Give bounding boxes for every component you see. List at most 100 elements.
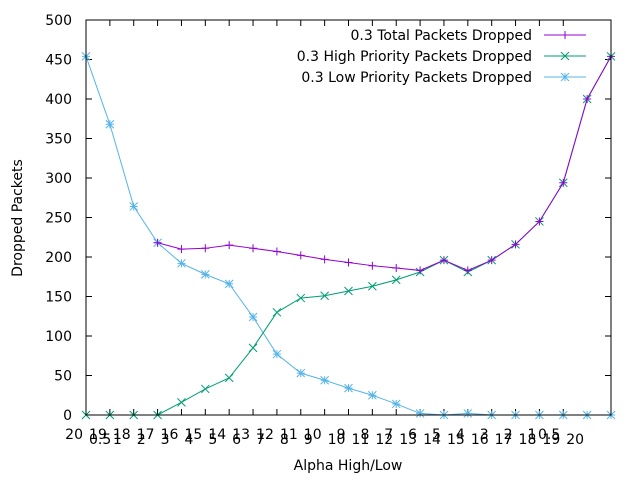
- x-tick-label: 5: [208, 432, 217, 448]
- series-line: [157, 56, 612, 271]
- y-tick-label: 300: [45, 171, 72, 187]
- legend-marker: [560, 72, 570, 82]
- data-point: [511, 240, 520, 249]
- data-point: [153, 238, 162, 247]
- data-point: [368, 390, 377, 400]
- x-tick-label: 9: [304, 432, 313, 448]
- series-1: [153, 52, 615, 275]
- x-tick-label: 2: [137, 432, 146, 448]
- data-point: [392, 264, 401, 273]
- legend-label: 0.3 Total Packets Dropped: [351, 28, 532, 44]
- legend: 0.3 Total Packets Dropped 0.3 High Priori…: [297, 28, 586, 86]
- x-tick-label: 12: [375, 432, 393, 448]
- x-tick-label: 3: [480, 427, 489, 443]
- series-3: [81, 51, 616, 420]
- data-point: [320, 291, 329, 301]
- x-tick-label: 4: [456, 427, 465, 443]
- data-point: [177, 398, 186, 407]
- data-point: [535, 217, 544, 226]
- data-point: [248, 343, 258, 353]
- data-point: [129, 202, 139, 211]
- x-tick-label: 10: [328, 432, 346, 448]
- y-axis-label: Dropped Packets: [10, 159, 26, 277]
- x-tick-label: 7: [256, 432, 265, 448]
- x-tick-label: 8: [280, 432, 289, 448]
- y-tick-label: 350: [45, 132, 72, 148]
- y-tick-label: 250: [45, 211, 72, 227]
- data-point: [105, 119, 115, 129]
- legend-marker: [561, 31, 569, 39]
- data-point: [391, 399, 401, 409]
- y-tick-labels: 0 50 100 150 200 250 300 350 400 450 500: [45, 13, 72, 424]
- data-point: [344, 383, 353, 393]
- data-point: [272, 307, 282, 317]
- x-tick-label: 18: [519, 432, 537, 448]
- data-point: [224, 373, 234, 383]
- data-point: [272, 247, 281, 256]
- x-tick-label: 14: [423, 432, 441, 448]
- data-point: [200, 384, 210, 394]
- data-point: [463, 409, 473, 418]
- data-point: [416, 266, 425, 275]
- data-point: [177, 258, 186, 268]
- y-tick-label: 0: [63, 408, 72, 424]
- x-tick-label: 0.5: [89, 432, 111, 448]
- series-2: [81, 51, 616, 420]
- x-axis-label: Alpha High/Low: [294, 458, 403, 474]
- x-tick-label: 6: [232, 432, 241, 448]
- data-point: [344, 258, 353, 267]
- data-point: [296, 251, 305, 260]
- legend-label: 0.3 Low Priority Packets Dropped: [301, 70, 532, 86]
- x-tick-label: 19: [542, 432, 560, 448]
- x-tick-label: 19: [89, 427, 107, 443]
- data-point: [583, 95, 592, 103]
- x-tick-label: 0.5: [538, 427, 560, 443]
- legend-marker: [560, 51, 570, 61]
- x-tick-label: 14: [208, 427, 226, 443]
- data-point: [344, 286, 353, 296]
- x-tick-label: 13: [232, 427, 250, 443]
- data-point: [487, 256, 496, 265]
- data-point: [200, 270, 210, 279]
- y-tick-label: 150: [45, 290, 72, 306]
- x-tick-label: 16: [471, 432, 489, 448]
- data-point: [320, 255, 329, 264]
- plot-frame: [85, 19, 612, 416]
- series-line: [86, 56, 612, 416]
- y-tick-label: 100: [45, 329, 72, 345]
- y-tick-label: 500: [45, 13, 72, 29]
- series-line: [85, 56, 611, 416]
- x-tick-label: 6: [408, 427, 417, 443]
- data-point: [320, 375, 329, 385]
- x-tick-labels: 20 0.519 118 217 316 415 514 613 712 811 910 109 118…: [65, 427, 584, 448]
- x-tick-label: 17: [495, 432, 513, 448]
- x-tick-label: 9: [337, 427, 346, 443]
- data-point: [296, 368, 306, 378]
- y-tick-label: 450: [45, 53, 72, 69]
- x-tick-label: 10: [304, 427, 322, 443]
- x-tick-label: 12: [256, 427, 274, 443]
- data-point: [391, 275, 401, 285]
- x-tick-label: 20: [566, 432, 584, 448]
- x-tick-label: 8: [360, 427, 369, 443]
- data-point: [368, 261, 377, 270]
- x-tick-label: 13: [399, 432, 417, 448]
- data-point: [296, 293, 306, 303]
- x-tick-label: 15: [184, 427, 202, 443]
- data-point: [249, 244, 258, 253]
- x-tick-label: 1: [527, 427, 536, 443]
- data-point: [248, 312, 258, 322]
- data-point: [463, 266, 472, 275]
- x-tick-label: 18: [113, 427, 131, 443]
- data-point: [559, 178, 568, 187]
- data-point: [225, 241, 234, 250]
- data-point: [224, 279, 234, 289]
- x-tick-label: 17: [137, 427, 155, 443]
- y-tick-label: 50: [54, 369, 72, 385]
- x-tick-label: 1: [113, 432, 122, 448]
- legend-label: 0.3 High Priority Packets Dropped: [297, 49, 532, 65]
- x-tick-label: 20: [65, 427, 83, 443]
- data-point: [368, 281, 377, 291]
- x-tick-label: 11: [352, 432, 370, 448]
